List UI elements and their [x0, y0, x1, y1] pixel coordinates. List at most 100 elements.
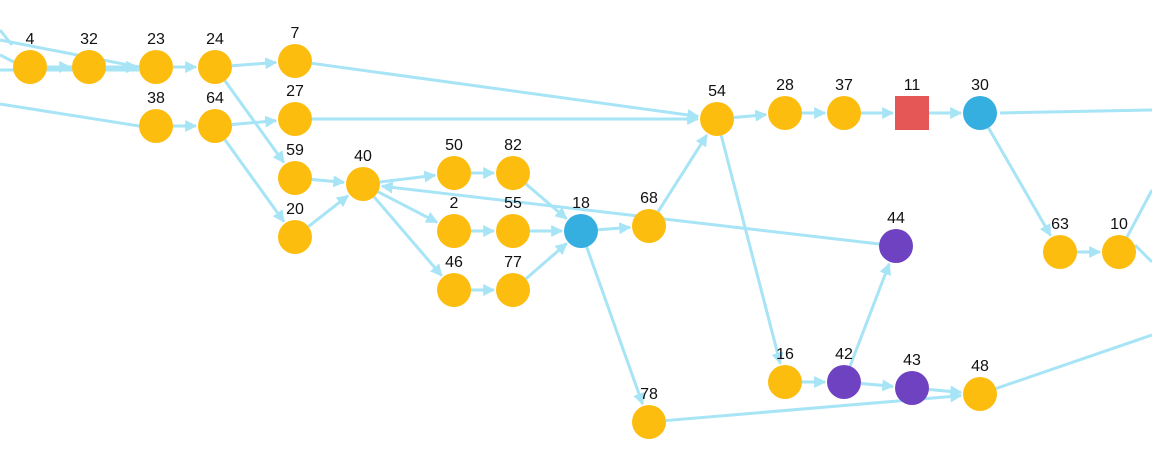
- edge-18-68: [597, 222, 632, 235]
- node-label-28: 28: [776, 77, 794, 94]
- edge-40-2: [377, 190, 439, 224]
- node-shape-42[interactable]: [827, 365, 861, 399]
- node-label-78: 78: [640, 386, 658, 403]
- node-shape-55[interactable]: [496, 214, 530, 248]
- edge-40-50: [379, 170, 437, 184]
- node-43[interactable]: 43: [895, 352, 929, 405]
- node-shape-77[interactable]: [496, 273, 530, 307]
- node-24[interactable]: 24: [198, 31, 232, 84]
- node-label-30: 30: [971, 77, 989, 94]
- node-50[interactable]: 50: [437, 137, 471, 190]
- node-shape-2[interactable]: [437, 214, 471, 248]
- node-label-24: 24: [206, 31, 224, 48]
- node-label-11: 11: [904, 77, 921, 94]
- node-label-4: 4: [26, 31, 35, 48]
- node-shape-44[interactable]: [879, 229, 913, 263]
- node-label-63: 63: [1051, 216, 1069, 233]
- node-shape-7[interactable]: [278, 44, 312, 78]
- edge-42-43: [860, 379, 895, 392]
- node-label-54: 54: [708, 83, 726, 100]
- node-shape-32[interactable]: [72, 50, 106, 84]
- node-78[interactable]: 78: [632, 386, 666, 439]
- node-55[interactable]: 55: [496, 195, 530, 248]
- node-shape-20[interactable]: [278, 220, 312, 254]
- edge-30-63: [987, 126, 1052, 237]
- node-44[interactable]: 44: [879, 210, 913, 263]
- node-68[interactable]: 68: [632, 190, 666, 243]
- node-shape-27[interactable]: [278, 102, 312, 136]
- node-59[interactable]: 59: [278, 142, 312, 195]
- node-10[interactable]: 10: [1102, 216, 1136, 269]
- edge-77-18: [524, 242, 568, 280]
- node-63[interactable]: 63: [1043, 216, 1077, 269]
- node-shape-16[interactable]: [768, 365, 802, 399]
- edge-18-78: [585, 246, 645, 406]
- node-28[interactable]: 28: [768, 77, 802, 130]
- node-label-46: 46: [445, 254, 463, 271]
- node-label-59: 59: [286, 142, 304, 159]
- node-label-10: 10: [1110, 216, 1128, 233]
- node-77[interactable]: 77: [496, 254, 530, 307]
- node-40[interactable]: 40: [346, 148, 380, 201]
- node-shape-68[interactable]: [632, 209, 666, 243]
- node-shape-59[interactable]: [278, 161, 312, 195]
- node-11[interactable]: 11: [895, 77, 929, 130]
- edge-68-54: [656, 134, 709, 213]
- node-4[interactable]: 4: [13, 31, 47, 84]
- node-shape-82[interactable]: [496, 156, 530, 190]
- node-shape-40[interactable]: [346, 167, 380, 201]
- edge-64-20: [223, 138, 286, 223]
- node-48[interactable]: 48: [963, 358, 997, 411]
- node-18[interactable]: 18: [564, 195, 598, 248]
- node-42[interactable]: 42: [827, 346, 861, 399]
- edge-44-40: [380, 181, 880, 246]
- node-64[interactable]: 64: [198, 90, 232, 143]
- node-7[interactable]: 7: [278, 25, 312, 78]
- node-38[interactable]: 38: [139, 90, 173, 143]
- node-label-55: 55: [504, 195, 522, 212]
- node-shape-11[interactable]: [895, 96, 929, 130]
- node-label-77: 77: [504, 254, 522, 271]
- node-shape-48[interactable]: [963, 377, 997, 411]
- node-shape-23[interactable]: [139, 50, 173, 84]
- edge-24-7: [231, 57, 278, 70]
- node-46[interactable]: 46: [437, 254, 471, 307]
- node-label-2: 2: [450, 195, 459, 212]
- node-shape-54[interactable]: [700, 102, 734, 136]
- node-label-64: 64: [206, 90, 224, 107]
- node-20[interactable]: 20: [278, 201, 312, 254]
- node-shape-37[interactable]: [827, 96, 861, 130]
- node-shape-30[interactable]: [963, 96, 997, 130]
- node-2[interactable]: 2: [437, 195, 471, 248]
- node-37[interactable]: 37: [827, 77, 861, 130]
- node-shape-18[interactable]: [564, 214, 598, 248]
- node-27[interactable]: 27: [278, 83, 312, 136]
- node-16[interactable]: 16: [768, 346, 802, 399]
- node-shape-4[interactable]: [13, 50, 47, 84]
- node-shape-78[interactable]: [632, 405, 666, 439]
- node-label-43: 43: [903, 352, 921, 369]
- edge-42-44: [848, 262, 891, 367]
- node-shape-43[interactable]: [895, 371, 929, 405]
- node-32[interactable]: 32: [72, 31, 106, 84]
- node-23[interactable]: 23: [139, 31, 173, 84]
- node-54[interactable]: 54: [700, 83, 734, 136]
- node-shape-38[interactable]: [139, 109, 173, 143]
- node-shape-63[interactable]: [1043, 235, 1077, 269]
- node-label-7: 7: [291, 25, 300, 42]
- edge-64-27: [231, 115, 278, 128]
- node-label-50: 50: [445, 137, 463, 154]
- node-shape-50[interactable]: [437, 156, 471, 190]
- node-shape-28[interactable]: [768, 96, 802, 130]
- node-shape-10[interactable]: [1102, 235, 1136, 269]
- node-shape-24[interactable]: [198, 50, 232, 84]
- node-shape-46[interactable]: [437, 273, 471, 307]
- node-label-68: 68: [640, 190, 658, 207]
- node-label-23: 23: [147, 31, 165, 48]
- edge-offscreen-3: [0, 38, 140, 69]
- node-30[interactable]: 30: [963, 77, 997, 130]
- edge-54-28: [733, 109, 768, 122]
- node-82[interactable]: 82: [496, 137, 530, 190]
- node-shape-64[interactable]: [198, 109, 232, 143]
